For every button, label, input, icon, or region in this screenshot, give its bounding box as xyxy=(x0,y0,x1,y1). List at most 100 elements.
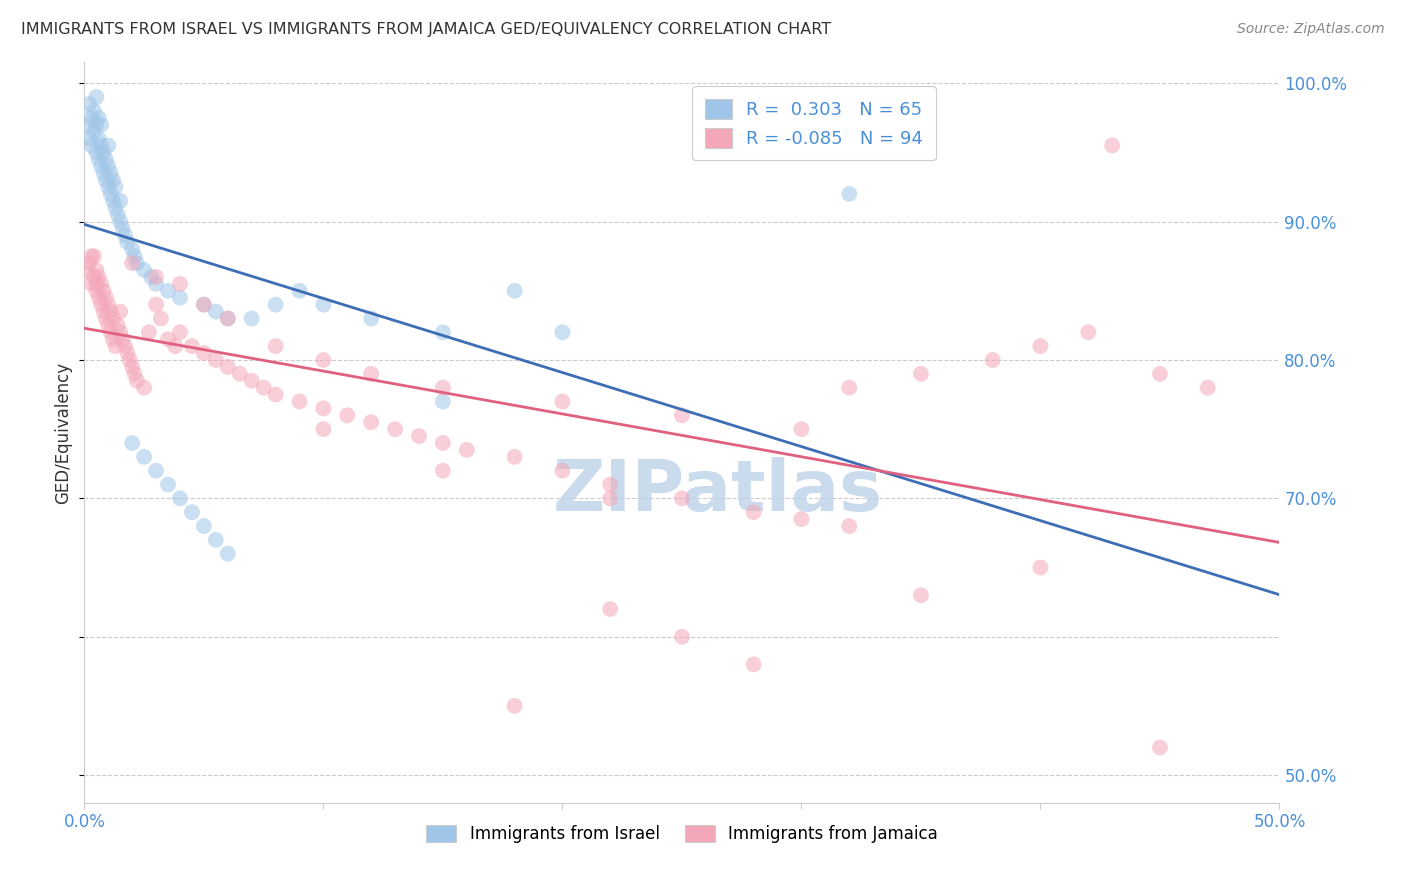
Point xyxy=(1101,138,1123,153)
Point xyxy=(264,387,287,401)
Legend: Immigrants from Israel, Immigrants from Jamaica: Immigrants from Israel, Immigrants from … xyxy=(419,819,945,850)
Point xyxy=(114,339,136,353)
Point xyxy=(671,630,693,644)
Point xyxy=(104,201,127,215)
Point xyxy=(111,221,134,235)
Point xyxy=(145,464,167,478)
Point xyxy=(838,381,860,395)
Point xyxy=(90,159,112,173)
Point xyxy=(312,297,335,311)
Point xyxy=(100,186,122,201)
Point xyxy=(432,326,454,340)
Point xyxy=(111,332,134,346)
Text: IMMIGRANTS FROM ISRAEL VS IMMIGRANTS FROM JAMAICA GED/EQUIVALENCY CORRELATION CH: IMMIGRANTS FROM ISRAEL VS IMMIGRANTS FRO… xyxy=(21,22,831,37)
Point xyxy=(138,326,160,340)
Point xyxy=(742,505,765,519)
Point xyxy=(86,284,108,298)
Point xyxy=(124,249,146,263)
Point xyxy=(149,311,172,326)
Point xyxy=(90,138,112,153)
Point xyxy=(110,326,132,340)
Point xyxy=(599,602,621,616)
Point xyxy=(86,263,108,277)
Point xyxy=(217,311,239,326)
Point xyxy=(104,180,127,194)
Point xyxy=(169,326,191,340)
Point xyxy=(86,90,108,104)
Point xyxy=(77,256,100,270)
Point xyxy=(217,359,239,374)
Point xyxy=(910,588,932,602)
Point xyxy=(87,291,110,305)
Point xyxy=(312,422,335,436)
Point xyxy=(217,547,239,561)
Text: ZIPatlas: ZIPatlas xyxy=(553,458,883,526)
Point xyxy=(205,304,228,318)
Point xyxy=(100,166,122,180)
Point xyxy=(87,131,110,145)
Point xyxy=(114,228,136,243)
Point xyxy=(100,304,122,318)
Point xyxy=(97,138,120,153)
Point xyxy=(101,194,124,208)
Point xyxy=(193,346,215,360)
Point xyxy=(87,111,110,125)
Point xyxy=(80,249,103,263)
Point xyxy=(125,256,148,270)
Point xyxy=(240,374,263,388)
Point xyxy=(93,304,115,318)
Point xyxy=(157,477,180,491)
Point xyxy=(360,367,382,381)
Point xyxy=(93,166,115,180)
Point xyxy=(1029,560,1052,574)
Point xyxy=(551,326,574,340)
Point xyxy=(336,409,359,423)
Point xyxy=(86,118,108,132)
Point xyxy=(312,401,335,416)
Point xyxy=(80,277,103,291)
Point xyxy=(97,318,120,333)
Point xyxy=(838,186,860,201)
Point xyxy=(124,367,146,381)
Point xyxy=(456,442,478,457)
Point xyxy=(97,159,120,173)
Point xyxy=(94,153,117,167)
Point xyxy=(94,173,117,187)
Point xyxy=(790,512,813,526)
Point xyxy=(132,381,156,395)
Point xyxy=(1029,339,1052,353)
Point xyxy=(83,269,105,284)
Point xyxy=(87,269,110,284)
Point xyxy=(264,339,287,353)
Point xyxy=(118,353,141,368)
Point xyxy=(599,477,621,491)
Point xyxy=(80,138,103,153)
Y-axis label: GED/Equivalency: GED/Equivalency xyxy=(55,361,73,504)
Point xyxy=(101,332,124,346)
Point xyxy=(503,284,526,298)
Point xyxy=(264,297,287,311)
Point xyxy=(117,346,139,360)
Point xyxy=(157,284,180,298)
Point xyxy=(97,180,120,194)
Point xyxy=(181,339,204,353)
Point xyxy=(90,277,112,291)
Point xyxy=(551,394,574,409)
Point xyxy=(790,422,813,436)
Point xyxy=(169,277,191,291)
Point xyxy=(76,263,98,277)
Point xyxy=(76,118,98,132)
Point xyxy=(671,409,693,423)
Point xyxy=(145,269,167,284)
Point xyxy=(101,311,124,326)
Point xyxy=(432,436,454,450)
Point xyxy=(1149,740,1171,755)
Point xyxy=(104,339,127,353)
Point xyxy=(193,297,215,311)
Point xyxy=(599,491,621,506)
Point xyxy=(107,208,129,222)
Point xyxy=(110,304,132,318)
Point xyxy=(1077,326,1099,340)
Point xyxy=(117,235,139,250)
Point xyxy=(83,125,105,139)
